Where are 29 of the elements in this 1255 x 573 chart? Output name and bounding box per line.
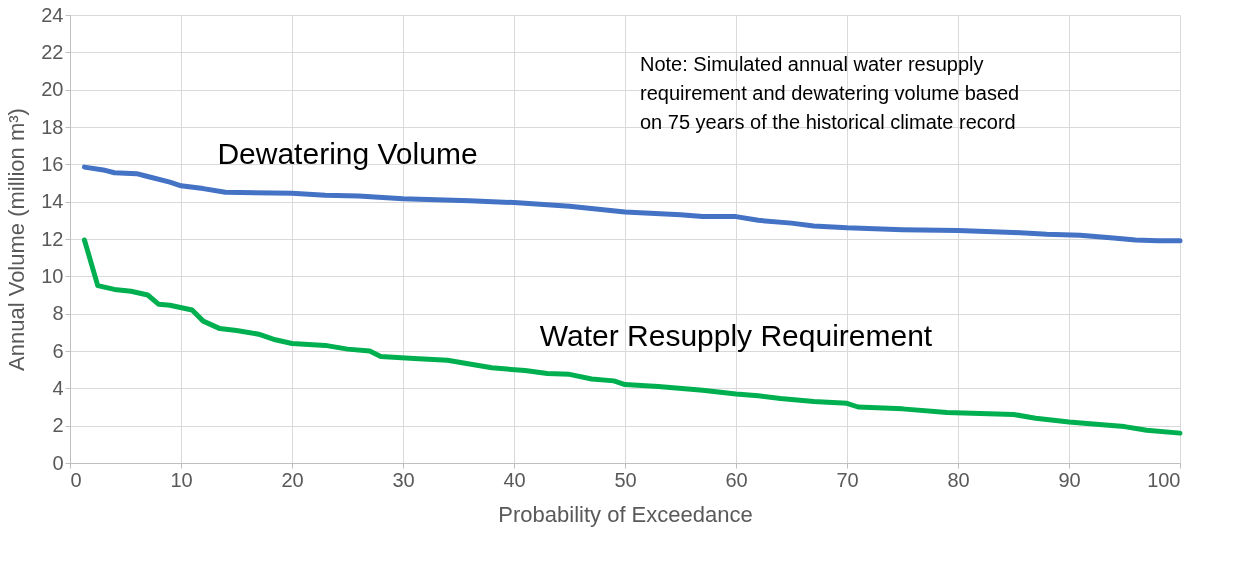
- x-tick-label: 90: [1058, 468, 1081, 491]
- x-tick-label: 40: [503, 468, 526, 491]
- series-label: Water Resupply Requirement: [539, 319, 933, 352]
- x-tick-label: 100: [1147, 468, 1181, 491]
- x-tick-label: 10: [170, 468, 193, 491]
- y-tick-label: 16: [41, 152, 64, 175]
- x-tick-label: 60: [725, 468, 748, 491]
- x-tick-label: 20: [281, 468, 304, 491]
- x-tick-label: 80: [947, 468, 970, 491]
- y-tick-label: 20: [41, 78, 64, 101]
- series-label: Dewatering Volume: [217, 137, 478, 170]
- x-tick-label: 70: [836, 468, 859, 491]
- x-tick-label: 30: [392, 468, 415, 491]
- y-tick-label: 10: [41, 264, 64, 287]
- x-tick-label: 0: [70, 468, 82, 491]
- y-tick-label: 14: [41, 190, 64, 213]
- y-tick-label: 24: [41, 3, 64, 26]
- y-tick-label: 0: [52, 451, 64, 474]
- y-tick-label: 22: [41, 40, 64, 63]
- y-tick-label: 18: [41, 115, 64, 138]
- annotation: Note: Simulated annual water resupply requirement and dewatering volume based on 75 years of the historical climate record: [640, 53, 1020, 133]
- y-axis-title: Annual Volume (million m³): [4, 108, 30, 371]
- y-tick-label: 6: [52, 339, 64, 362]
- y-tick-label: 2: [52, 414, 64, 437]
- y-tick-label: 8: [52, 302, 64, 325]
- y-tick-label: 12: [41, 227, 64, 250]
- x-axis-title: Probability of Exceedance: [498, 501, 753, 527]
- x-tick-label: 50: [614, 468, 637, 491]
- y-tick-label: 4: [52, 376, 64, 399]
